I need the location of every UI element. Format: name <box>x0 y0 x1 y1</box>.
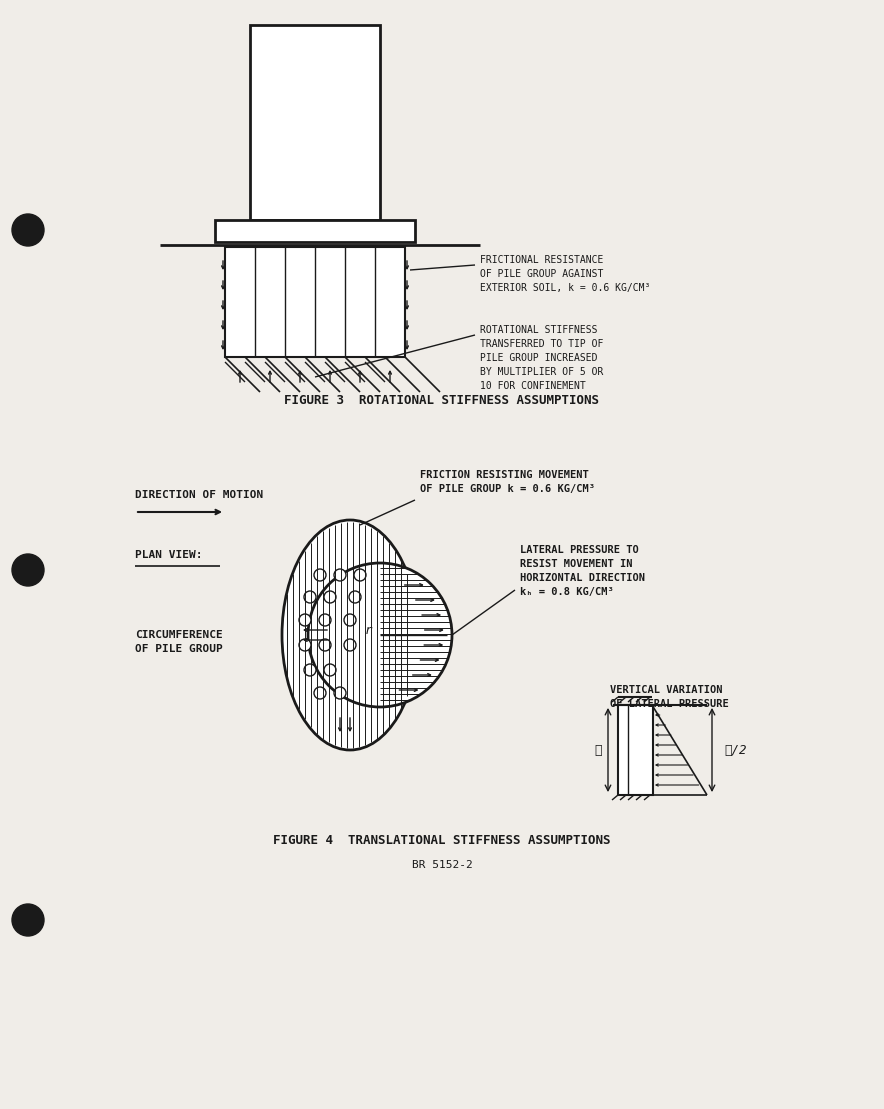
Circle shape <box>299 614 311 625</box>
Text: r: r <box>365 623 372 637</box>
Circle shape <box>314 569 326 581</box>
Circle shape <box>319 614 331 625</box>
Circle shape <box>324 664 336 676</box>
Bar <box>215 220 415 242</box>
Circle shape <box>344 639 356 651</box>
Circle shape <box>354 569 366 581</box>
Circle shape <box>304 591 316 603</box>
Bar <box>250 26 380 220</box>
Bar <box>225 247 405 357</box>
Text: LATERAL PRESSURE TO
RESIST MOVEMENT IN
HORIZONTAL DIRECTION
kₕ = 0.8 KG/CM³: LATERAL PRESSURE TO RESIST MOVEMENT IN H… <box>520 545 645 597</box>
Circle shape <box>334 686 346 699</box>
Text: CIRCUMFERENCE
OF PILE GROUP: CIRCUMFERENCE OF PILE GROUP <box>135 630 223 654</box>
Text: FRICTION RESISTING MOVEMENT
OF PILE GROUP k = 0.6 KG/CM³: FRICTION RESISTING MOVEMENT OF PILE GROU… <box>420 470 595 494</box>
Circle shape <box>12 554 44 586</box>
Circle shape <box>299 639 311 651</box>
Circle shape <box>334 569 346 581</box>
Text: FIGURE 3  ROTATIONAL STIFFNESS ASSUMPTIONS: FIGURE 3 ROTATIONAL STIFFNESS ASSUMPTION… <box>285 394 599 407</box>
Circle shape <box>308 563 452 708</box>
Circle shape <box>324 591 336 603</box>
Text: DIRECTION OF MOTION: DIRECTION OF MOTION <box>135 490 263 500</box>
Circle shape <box>349 591 361 603</box>
Bar <box>618 705 653 795</box>
Circle shape <box>314 686 326 699</box>
Text: PLAN VIEW:: PLAN VIEW: <box>135 550 202 560</box>
Circle shape <box>12 904 44 936</box>
Text: ℓ: ℓ <box>594 743 602 756</box>
Text: ROTATIONAL STIFFNESS
TRANSFERRED TO TIP OF
PILE GROUP INCREASED
BY MULTIPLIER OF: ROTATIONAL STIFFNESS TRANSFERRED TO TIP … <box>480 325 604 391</box>
Text: FIGURE 4  TRANSLATIONAL STIFFNESS ASSUMPTIONS: FIGURE 4 TRANSLATIONAL STIFFNESS ASSUMPT… <box>273 834 611 846</box>
Circle shape <box>319 639 331 651</box>
Circle shape <box>344 614 356 625</box>
Ellipse shape <box>282 520 418 750</box>
Text: FRICTIONAL RESISTANCE
OF PILE GROUP AGAINST
EXTERIOR SOIL, k = 0.6 KG/CM³: FRICTIONAL RESISTANCE OF PILE GROUP AGAI… <box>480 255 651 293</box>
Text: BR 5152-2: BR 5152-2 <box>412 859 472 869</box>
Text: VERTICAL VARIATION
OF LATERAL PRESSURE: VERTICAL VARIATION OF LATERAL PRESSURE <box>610 685 728 709</box>
Circle shape <box>304 664 316 676</box>
Text: ℓ/2: ℓ/2 <box>724 743 746 756</box>
Circle shape <box>12 214 44 246</box>
